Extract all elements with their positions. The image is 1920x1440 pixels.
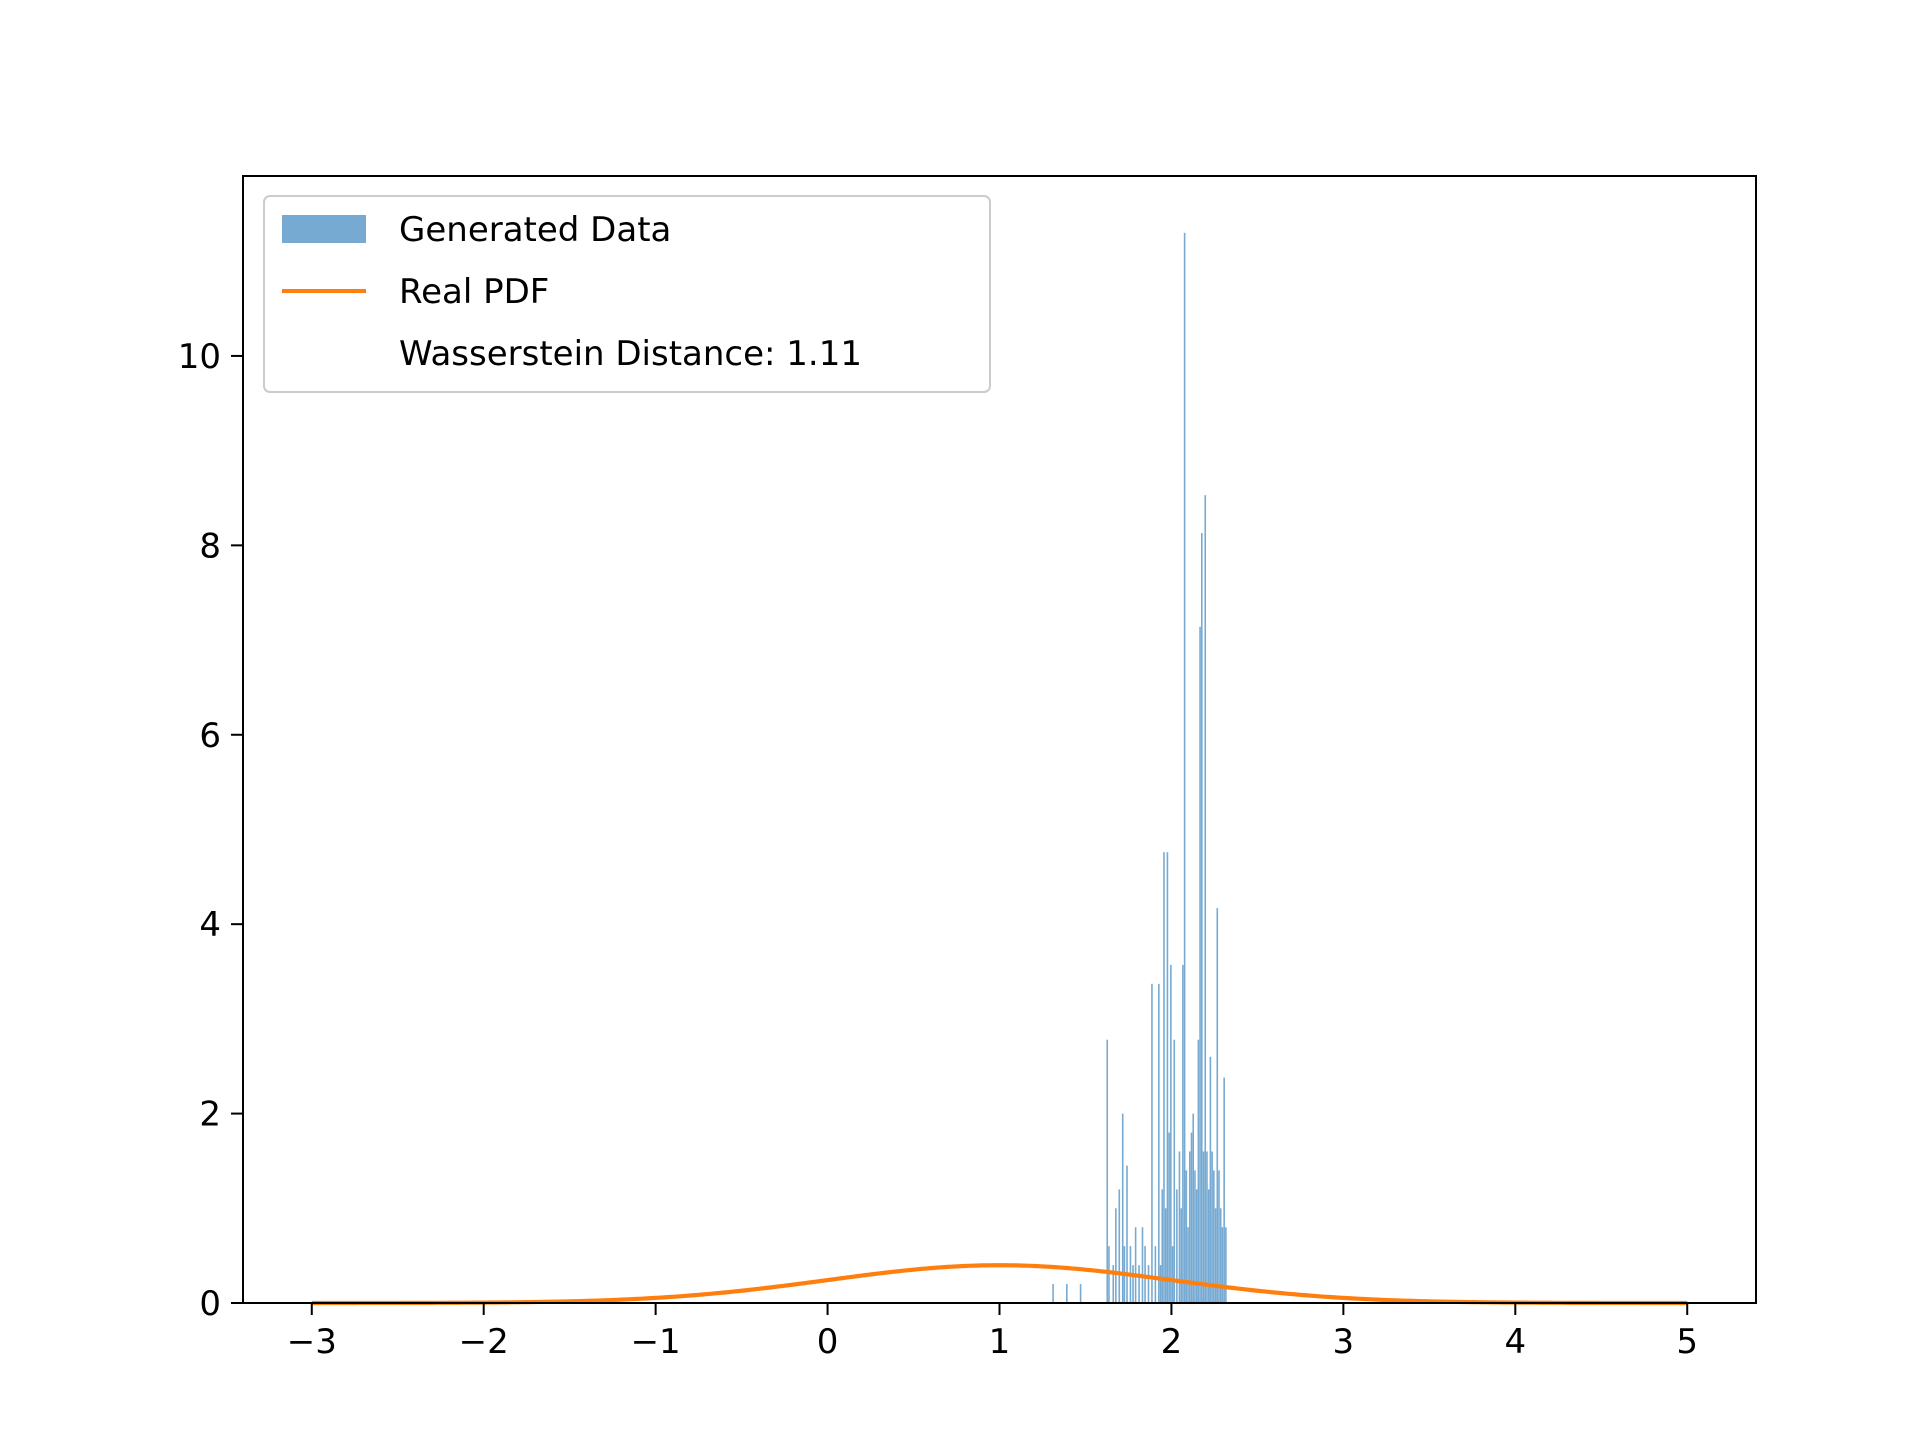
histogram-bar <box>1171 1246 1174 1303</box>
histogram-bar <box>1164 1208 1167 1303</box>
x-tick-label: 3 <box>1333 1322 1355 1362</box>
y-tick-label: 6 <box>199 716 221 756</box>
histogram-bar <box>1161 1189 1164 1303</box>
histogram-bar <box>1216 908 1219 1303</box>
histogram-bar <box>1166 852 1169 1303</box>
histogram-bar <box>1206 1151 1208 1303</box>
histogram-bar <box>1218 1170 1220 1303</box>
histogram-bar <box>1112 1265 1115 1303</box>
legend-box <box>263 195 991 393</box>
histogram-bar <box>1180 1208 1182 1303</box>
histogram-bar <box>1132 1265 1134 1303</box>
x-tick-label: −2 <box>459 1322 509 1362</box>
histogram-bar <box>1204 495 1207 1303</box>
histogram-bar <box>1225 1227 1227 1303</box>
y-tick-label: 4 <box>199 905 221 945</box>
histogram-bar <box>1052 1284 1054 1303</box>
histogram-bar <box>1202 1151 1205 1303</box>
histogram-bar <box>1158 983 1160 1303</box>
histogram-bar <box>1168 1132 1170 1303</box>
histogram-bar <box>1079 1284 1082 1303</box>
histogram-bar <box>1066 1284 1068 1303</box>
histogram-bar <box>1213 1170 1215 1303</box>
histogram-bar <box>1151 983 1153 1303</box>
histogram-bar <box>1183 232 1186 1303</box>
x-tick-label: −1 <box>631 1322 681 1362</box>
histogram-bar <box>1141 1227 1144 1303</box>
legend-label-wasserstein-distance: Wasserstein Distance: 1.11 <box>399 334 862 374</box>
histogram-bar <box>1178 1151 1181 1303</box>
histogram-bar <box>1211 1151 1213 1303</box>
histogram-bar <box>1115 1208 1117 1303</box>
x-tick-label: 1 <box>989 1322 1011 1362</box>
pdf-line-layer <box>311 1263 1688 1306</box>
x-tick-label: 5 <box>1676 1322 1698 1362</box>
x-tick-label: 2 <box>1161 1322 1183 1362</box>
histogram-bar <box>1118 1189 1121 1303</box>
y-tick-label: 2 <box>199 1095 221 1135</box>
histogram-bar <box>1159 1265 1162 1303</box>
histogram-bar <box>1192 1113 1195 1303</box>
histogram-bar <box>1187 1227 1189 1303</box>
histogram-bar <box>1173 1039 1176 1303</box>
histogram-bar <box>1138 1265 1140 1303</box>
y-tick-label: 0 <box>199 1284 221 1324</box>
histogram-bar <box>1170 964 1172 1303</box>
histogram-bar <box>1163 852 1165 1303</box>
x-tick-label: −3 <box>287 1322 337 1362</box>
y-tick-label: 8 <box>199 526 221 566</box>
legend-label-generated-data: Generated Data <box>399 210 671 250</box>
histogram-bar <box>1197 1039 1200 1303</box>
legend-patch-generated-data <box>282 215 366 243</box>
histogram-bar <box>1126 1165 1128 1303</box>
histogram-bar <box>1188 1151 1191 1303</box>
histogram-bar <box>1207 1189 1210 1303</box>
histogram-bar <box>1201 533 1203 1303</box>
x-tick-label: 4 <box>1504 1322 1526 1362</box>
histogram-bars <box>1052 232 1227 1303</box>
histogram-bar <box>1209 1056 1212 1303</box>
histogram-bar <box>1134 1227 1137 1303</box>
histogram-bar <box>1182 964 1184 1303</box>
histogram-bar <box>1194 1170 1196 1303</box>
histogram-bar <box>1121 1113 1124 1303</box>
histogram-bar <box>1147 1265 1150 1303</box>
y-tick-label: 10 <box>178 337 221 377</box>
histogram-bar <box>1214 1208 1217 1303</box>
histogram-bar <box>1199 626 1201 1303</box>
y-axis: 0 2 4 6 8 10 <box>178 337 243 1324</box>
histogram-bar <box>1223 1077 1225 1303</box>
legend-label-real-pdf: Real PDF <box>399 272 549 312</box>
x-tick-label: 0 <box>817 1322 839 1362</box>
histogram-bar <box>1195 1189 1198 1303</box>
histogram-bar <box>1106 1039 1109 1303</box>
x-axis: −3 −2 −1 0 1 2 3 4 5 <box>287 1303 1698 1362</box>
histogram-bar <box>1219 1208 1222 1303</box>
histogram-bar <box>1108 1246 1110 1303</box>
real-pdf-line <box>311 1263 1688 1306</box>
legend: Generated Data Real PDF Wasserstein Dist… <box>263 195 991 393</box>
histogram-bar <box>1221 1227 1224 1303</box>
histogram-bar <box>1154 1246 1157 1303</box>
histogram-bar <box>1190 1132 1193 1303</box>
histogram-bar <box>1176 1189 1178 1303</box>
histogram-bar <box>1185 1170 1188 1303</box>
